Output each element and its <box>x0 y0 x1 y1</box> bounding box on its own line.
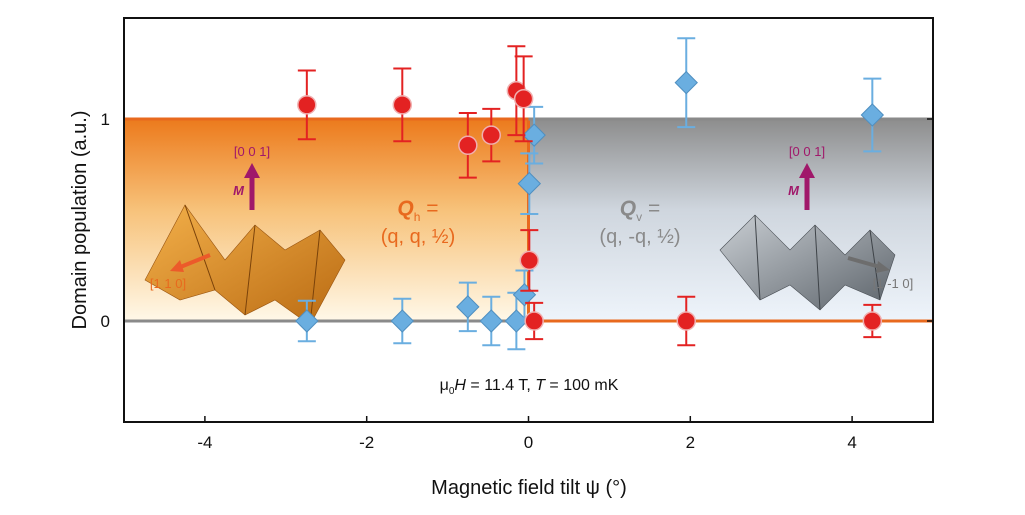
circle-marker <box>481 125 502 145</box>
qv-q: Q <box>620 197 636 220</box>
diamond-marker <box>517 171 542 196</box>
annotation-mu: μ <box>440 377 449 394</box>
qh-q: Q <box>397 197 413 220</box>
diamond-marker <box>479 309 503 333</box>
qv-m-label: M <box>788 183 800 198</box>
circle-point <box>519 229 540 292</box>
x-axis-label: Magnetic field tilt ψ (°) <box>431 477 627 499</box>
circle-marker <box>524 311 544 331</box>
qv-eq: = <box>642 197 660 220</box>
x-tick-label: -2 <box>359 433 374 452</box>
circle-point <box>524 301 544 341</box>
annotation-field: = 11.4 T, <box>466 377 535 394</box>
diamond-point <box>479 295 503 347</box>
y-axis-label: Domain population (a.u.) <box>69 110 91 329</box>
qv-m-arrow <box>799 163 815 210</box>
diamond-point <box>456 281 480 333</box>
y-tick-label: 1 <box>101 110 110 129</box>
qv-sub: v <box>636 210 642 224</box>
circle-point <box>481 107 502 163</box>
circle-point <box>297 69 317 141</box>
circle-point <box>676 295 697 347</box>
qv-dir-side: [1 -1 0] <box>873 276 913 291</box>
qh-m-label: M <box>233 183 245 198</box>
circle-marker <box>862 311 883 331</box>
circle-marker <box>513 89 534 109</box>
circle-marker <box>519 250 540 271</box>
qh-side-arrow <box>170 253 211 272</box>
annotation-temp: = 100 mK <box>545 377 619 394</box>
qv-vector: (q, -q, ½) <box>599 226 680 248</box>
annotation: μ0H = 11.4 T, T = 100 mK <box>440 377 619 397</box>
qh-vector: (q, q, ½) <box>381 226 455 248</box>
qh-dir-side: [1 1 0] <box>150 276 186 291</box>
diamond-point <box>860 77 885 153</box>
axis-ticks: -4 -2 0 2 4 0 1 <box>101 110 933 452</box>
qh-m-arrow <box>244 163 260 210</box>
qh-sheet-illustration <box>144 204 346 326</box>
domain-illustrations: [0 0 1] M [1 1 0] [0 0 1] M [1 -1 0] Qh … <box>144 144 913 326</box>
qv-dir-up: [0 0 1] <box>789 144 825 159</box>
data-marks <box>295 37 885 351</box>
qh-dir-up: [0 0 1] <box>234 144 270 159</box>
annotation-h: H <box>454 377 466 394</box>
annotation-t: T <box>535 377 546 394</box>
circle-point <box>458 111 478 179</box>
circle-marker <box>676 311 697 331</box>
circle-point <box>392 67 413 143</box>
circle-point <box>513 55 534 143</box>
annotation-sub0: 0 <box>449 386 455 397</box>
diamond-marker <box>390 309 415 333</box>
x-tick-label: 4 <box>847 433 856 452</box>
qh-eq: = <box>420 197 438 220</box>
qh-label: Qh = <box>397 197 438 224</box>
diamond-point <box>674 37 698 129</box>
x-tick-label: -4 <box>197 433 212 452</box>
diamond-point <box>390 297 415 345</box>
qv-side-arrow <box>847 256 890 273</box>
circle-marker <box>458 135 478 156</box>
diamond-marker <box>860 103 885 127</box>
diamond-marker <box>456 295 480 319</box>
diamond-point <box>517 152 542 215</box>
x-tick-label: 0 <box>524 433 533 452</box>
diamond-marker <box>295 309 319 333</box>
diamond-marker <box>674 70 698 95</box>
qh-sub: h <box>414 210 421 224</box>
circle-marker <box>392 95 413 115</box>
circle-marker <box>297 95 317 115</box>
y-tick-label: 0 <box>101 312 110 331</box>
diamond-point <box>295 299 319 343</box>
x-tick-label: 2 <box>686 433 695 452</box>
qv-label: Qv = <box>620 197 660 224</box>
circle-point <box>862 303 883 339</box>
